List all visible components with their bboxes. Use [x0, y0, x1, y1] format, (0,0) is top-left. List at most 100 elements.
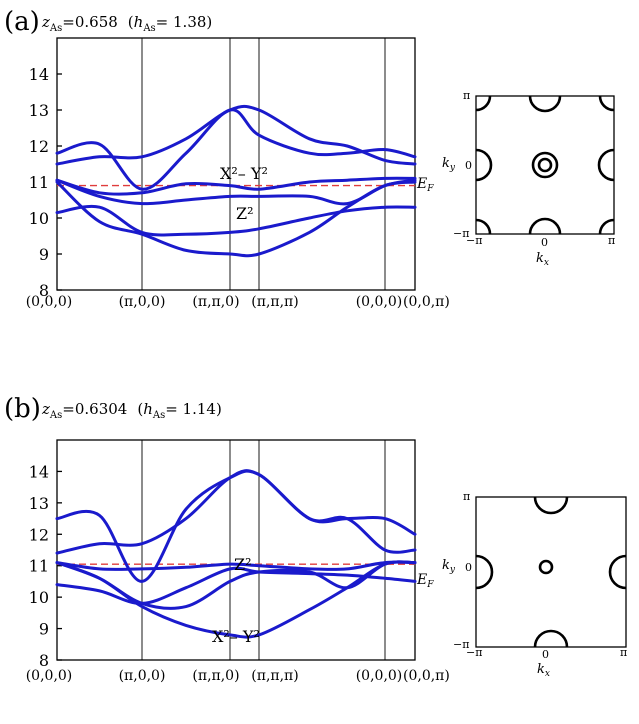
ytick-label: 12: [29, 137, 49, 156]
fermi-energy-label-b: EF: [416, 572, 434, 590]
band-line-1: [55, 560, 417, 571]
ytick-label: 8: [39, 651, 49, 670]
h-value: = 1.14): [165, 400, 222, 418]
fs-pocket-corner-tl: [475, 95, 492, 112]
panel-a-parameters: zAs=0.658 (hAs= 1.38): [41, 13, 212, 34]
fs-pocket-edge-bottom: [533, 629, 569, 648]
z-value: =0.658: [62, 13, 118, 31]
orbital-label-lower-a: Z²: [236, 204, 254, 223]
fs-xtick-zero: 0: [542, 648, 549, 661]
fs-ylabel: ky: [442, 558, 456, 575]
fs-pocket-edge-top: [528, 95, 562, 113]
z-symbol: z: [41, 400, 50, 418]
z-subscript: As: [49, 410, 62, 421]
fs-pocket-edge-left: [475, 554, 494, 590]
xtick-label: (0,0,0): [26, 668, 73, 684]
panel-b: (b) zAs=0.6304 (hAs= 1.14) 8 9 10 11 12 13 14 (0…: [0, 360, 639, 720]
ytick-label: 10: [29, 209, 49, 228]
band-line-6: [55, 469, 417, 583]
xtick-label: (π,0,0): [119, 294, 166, 310]
z-value: =0.6304: [62, 400, 127, 418]
xtick-label: (π,π,π): [251, 668, 298, 684]
h-subscript: As: [152, 410, 165, 421]
h-symbol: h: [134, 13, 144, 31]
ytick-label: 10: [29, 588, 49, 607]
h-open: (: [128, 13, 134, 31]
panel-b-parameters: zAs=0.6304 (hAs= 1.14): [41, 400, 222, 421]
ytick-label: 8: [39, 281, 49, 300]
panel-a: (a) zAs=0.658 (hAs= 1.38) 8 9 10 11 12 13 14 (0,…: [0, 0, 639, 360]
fs-pocket-corner-bl: [475, 218, 492, 235]
fs-ytick-neg-pi: −π: [453, 227, 469, 240]
panel-b-label: (b): [4, 394, 41, 424]
panel-b-figure: (b) zAs=0.6304 (hAs= 1.14) 891011121314(0…: [4, 394, 627, 684]
band-plot-a: 8 9 10 11 12 13 14 (0,0,0) (π,0,0) (π,π,0) (π,π,π)…: [26, 37, 450, 310]
fs-xlabel: kx: [537, 662, 550, 679]
xtick-label: (0,0,0): [26, 294, 73, 310]
band-line-5: [55, 469, 417, 555]
panel-a-label: (a): [4, 7, 40, 37]
fs-pocket-edge-top: [533, 496, 569, 515]
ytick-label: 14: [29, 65, 49, 84]
fs-xlabel: kx: [536, 251, 549, 268]
ytick-label: 9: [39, 245, 49, 264]
band-plot-b: 8 9 10 11 12 13 14 (0,0,0) (π,0,0) (π,π,0) (π,π,π)…: [26, 439, 450, 684]
fermi-surface-frame: [475, 496, 627, 648]
band-line-4: [55, 560, 417, 610]
fs-ytick-neg-pi: −π: [453, 638, 469, 651]
ytick-label: 14: [29, 462, 49, 481]
fs-ytick-zero: 0: [465, 159, 472, 172]
fs-ytick-zero: 0: [465, 561, 472, 574]
ytick-label: 11: [29, 557, 49, 576]
band-line-3: [55, 204, 417, 237]
fs-xtick-neg-pi: −π: [466, 646, 482, 659]
fs-ytick-pi: π: [463, 89, 470, 102]
fs-ytick-pi: π: [463, 490, 470, 503]
fs-pocket-center-outer: [531, 151, 559, 179]
fs-pocket-edge-left: [475, 148, 493, 182]
fs-xtick-pi: π: [620, 646, 627, 659]
xtick-label: (π,π,0): [192, 668, 239, 684]
fs-pocket-corner-tr: [598, 95, 615, 112]
panel-a-figure: (a) zAs=0.658 (hAs= 1.38) 891011121314(0,…: [4, 7, 615, 310]
fs-pocket-edge-bottom: [528, 217, 562, 235]
xtick-label: (0,0,0): [356, 294, 403, 310]
band-line-4: [55, 178, 417, 206]
fs-xtick-zero: 0: [541, 236, 548, 249]
band-line-6: [55, 108, 417, 191]
fs-ylabel: ky: [442, 156, 456, 173]
fs-xtick-pi: π: [608, 234, 615, 247]
ytick-label: 13: [29, 101, 49, 120]
fs-pocket-edge-right: [608, 554, 627, 590]
xtick-label: (0,0,π): [403, 668, 450, 684]
fermi-surface-b: π −π 0 −π 0 π kx ky: [442, 490, 627, 679]
ytick-label: 11: [29, 173, 49, 192]
orbital-label-upper-b: Z²: [234, 555, 252, 574]
fermi-surface-a: π −π 0 −π 0 π kx ky: [442, 89, 615, 268]
h-value: = 1.38): [156, 13, 213, 31]
band-line-5: [55, 104, 417, 166]
h-open: (: [137, 400, 143, 418]
fs-pocket-center: [538, 559, 554, 575]
xtick-label: (π,π,0): [192, 294, 239, 310]
band-line-1: [55, 176, 417, 196]
xtick-label: (0,0,π): [403, 294, 450, 310]
ytick-label: 9: [39, 620, 49, 639]
orbital-label-upper-a: X²– Y²: [220, 164, 268, 183]
fs-pocket-edge-right: [597, 148, 615, 182]
h-symbol: h: [143, 400, 153, 418]
fs-pocket-center-inner: [537, 157, 553, 173]
fermi-energy-label-a: EF: [416, 176, 434, 194]
h-subscript: As: [142, 23, 155, 34]
z-subscript: As: [49, 23, 62, 34]
fs-xtick-neg-pi: −π: [466, 234, 482, 247]
xtick-label: (π,0,0): [119, 668, 166, 684]
ytick-label: 12: [29, 525, 49, 544]
orbital-label-lower-b: X²– Y²: [212, 627, 260, 646]
xtick-label: (π,π,π): [251, 294, 298, 310]
xtick-label: (0,0,0): [356, 668, 403, 684]
z-symbol: z: [41, 13, 50, 31]
fermi-surface-frame: [475, 95, 615, 235]
ytick-label: 13: [29, 494, 49, 513]
fs-pocket-corner-br: [598, 218, 615, 235]
